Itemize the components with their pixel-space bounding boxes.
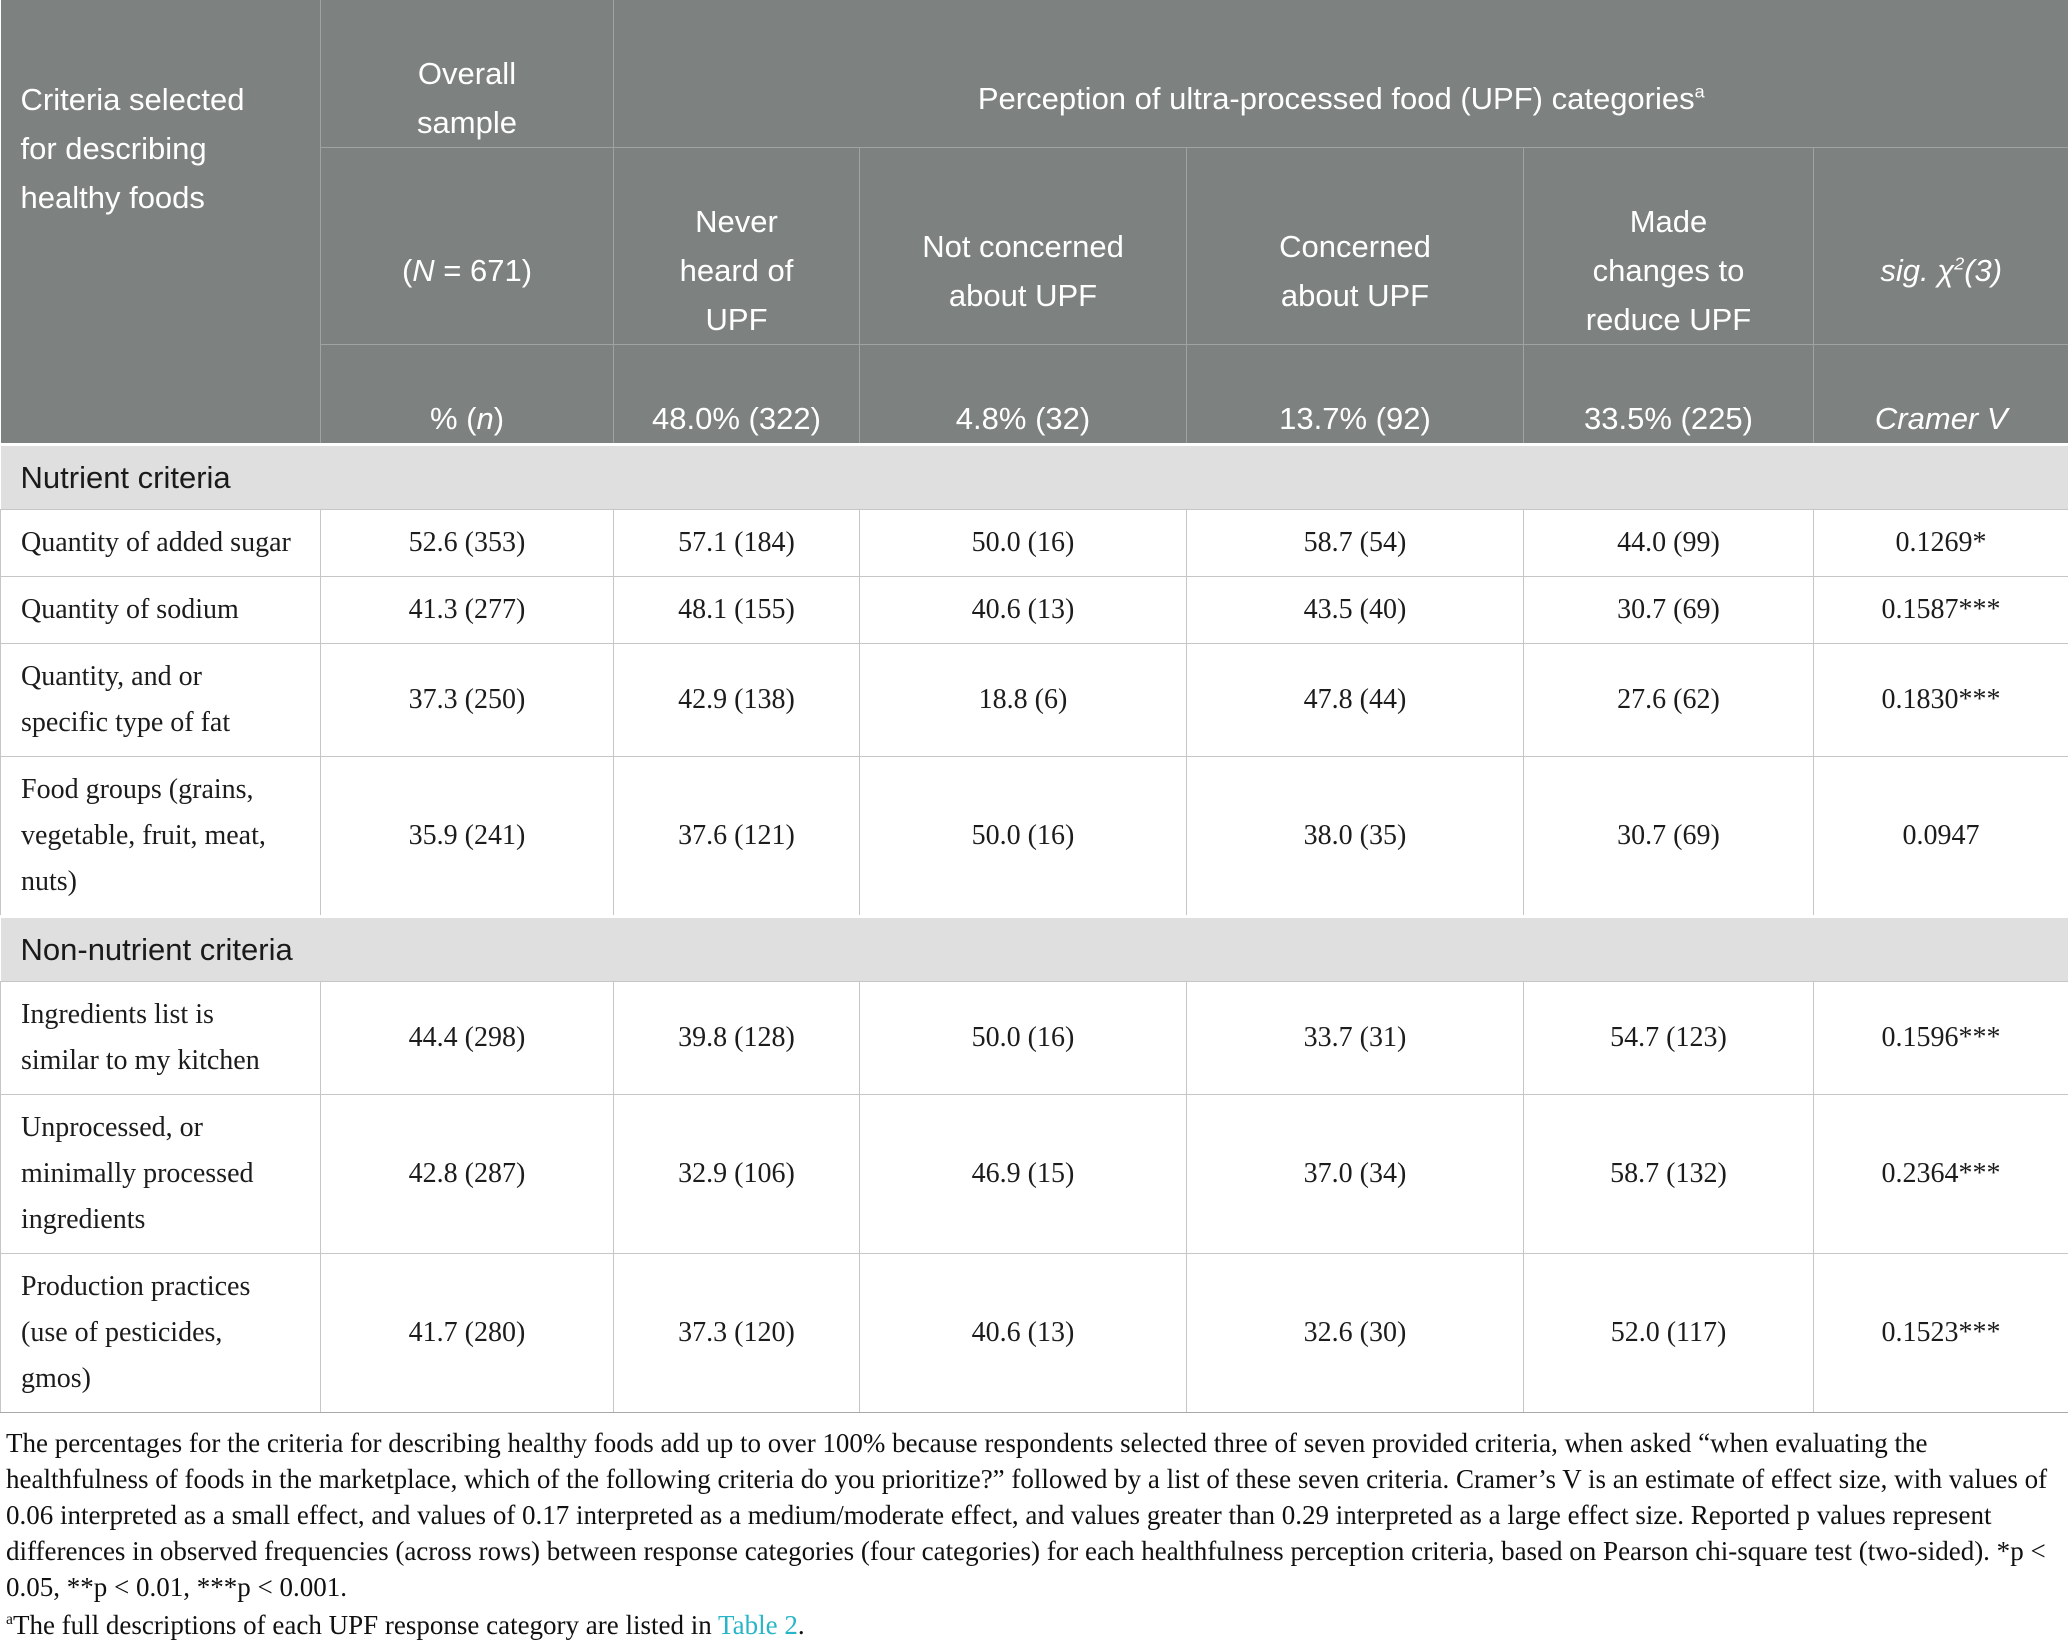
cell-value: 42.8 (287) xyxy=(321,1095,614,1254)
section-title: Nutrient criteria xyxy=(1,445,2068,510)
cell-value: 48.1 (155) xyxy=(614,577,860,644)
cell-value: 30.7 (69) xyxy=(1524,577,1814,644)
cell-value: 0.1523*** xyxy=(1814,1254,2068,1413)
cell-value: 0.1587*** xyxy=(1814,577,2068,644)
cell-value: 40.6 (13) xyxy=(860,577,1187,644)
subheader-cramer-v: Cramer V xyxy=(1814,345,2068,445)
table-row: Unprocessed, or minimally processed ingr… xyxy=(1,1095,2068,1254)
column-header-sig-chi-square: sig. χ2(3) xyxy=(1814,148,2068,345)
table-header: Criteria selected for describing healthy… xyxy=(1,0,2068,445)
cell-value: 38.0 (35) xyxy=(1187,757,1524,917)
row-label: Food groups (grains, vegetable, fruit, m… xyxy=(1,757,321,917)
cell-value: 52.0 (117) xyxy=(1524,1254,1814,1413)
chi-symbol: χ xyxy=(1937,253,1954,288)
cell-value: 39.8 (128) xyxy=(614,982,860,1095)
cell-value: 50.0 (16) xyxy=(860,982,1187,1095)
cell-value: 40.6 (13) xyxy=(860,1254,1187,1413)
row-label: Quantity of added sugar xyxy=(1,510,321,577)
section-title: Non-nutrient criteria xyxy=(1,917,2068,982)
row-label: Production practices (use of pesticides,… xyxy=(1,1254,321,1413)
cell-value: 37.3 (120) xyxy=(614,1254,860,1413)
cell-value: 50.0 (16) xyxy=(860,757,1187,917)
cell-value: 41.3 (277) xyxy=(321,577,614,644)
table-row: Food groups (grains, vegetable, fruit, m… xyxy=(1,757,2068,917)
cell-value: 50.0 (16) xyxy=(860,510,1187,577)
footnote-marker-a: a xyxy=(1695,81,1705,101)
section-header-row: Non-nutrient criteria xyxy=(1,917,2068,982)
cell-value: 37.0 (34) xyxy=(1187,1095,1524,1254)
cell-value: 18.8 (6) xyxy=(860,644,1187,757)
footnote-main: The percentages for the criteria for des… xyxy=(6,1425,2060,1605)
footnote-a-marker: a xyxy=(6,1611,13,1628)
cell-value: 0.1596*** xyxy=(1814,982,2068,1095)
cell-value: 52.6 (353) xyxy=(321,510,614,577)
column-group-header-perception: Perception of ultra-processed food (UPF)… xyxy=(614,0,2068,148)
column-header-never-heard: Never heard of UPF xyxy=(614,148,860,345)
table-row: Ingredients list is similar to my kitche… xyxy=(1,982,2068,1095)
cell-value: 37.6 (121) xyxy=(614,757,860,917)
cell-value: 0.1830*** xyxy=(1814,644,2068,757)
cell-value: 47.8 (44) xyxy=(1187,644,1524,757)
cell-value: 44.0 (99) xyxy=(1524,510,1814,577)
row-label: Quantity, and or specific type of fat xyxy=(1,644,321,757)
cell-value: 0.1269* xyxy=(1814,510,2068,577)
table-footnotes: The percentages for the criteria for des… xyxy=(0,1413,2068,1643)
cell-value: 32.6 (30) xyxy=(1187,1254,1524,1413)
column-header-overall-sample: Overall sample xyxy=(321,0,614,148)
cell-value: 42.9 (138) xyxy=(614,644,860,757)
cell-value: 0.2364*** xyxy=(1814,1095,2068,1254)
subheader-value-never-heard: 48.0% (322) xyxy=(614,345,860,445)
subheader-value-concerned: 13.7% (92) xyxy=(1187,345,1524,445)
results-table: Criteria selected for describing healthy… xyxy=(0,0,2068,1413)
column-header-n: (N = 671) xyxy=(321,148,614,345)
cell-value: 41.7 (280) xyxy=(321,1254,614,1413)
table2-link[interactable]: Table 2 xyxy=(718,1610,798,1640)
cell-value: 27.6 (62) xyxy=(1524,644,1814,757)
cell-value: 35.9 (241) xyxy=(321,757,614,917)
subheader-value-made-changes: 33.5% (225) xyxy=(1524,345,1814,445)
cell-value: 57.1 (184) xyxy=(614,510,860,577)
cell-value: 30.7 (69) xyxy=(1524,757,1814,917)
cell-value: 37.3 (250) xyxy=(321,644,614,757)
column-header-criteria: Criteria selected for describing healthy… xyxy=(1,0,321,445)
column-header-concerned: Concerned about UPF xyxy=(1187,148,1524,345)
column-header-made-changes: Made changes to reduce UPF xyxy=(1524,148,1814,345)
section-header-row: Nutrient criteria xyxy=(1,445,2068,510)
row-label: Quantity of sodium xyxy=(1,577,321,644)
footnote-a: aThe full descriptions of each UPF respo… xyxy=(6,1607,2060,1643)
cell-value: 46.9 (15) xyxy=(860,1095,1187,1254)
subheader-percent-n: % (n) xyxy=(321,345,614,445)
cell-value: 32.9 (106) xyxy=(614,1095,860,1254)
cell-value: 43.5 (40) xyxy=(1187,577,1524,644)
row-label: Ingredients list is similar to my kitche… xyxy=(1,982,321,1095)
column-header-not-concerned: Not concerned about UPF xyxy=(860,148,1187,345)
cell-value: 58.7 (54) xyxy=(1187,510,1524,577)
cell-value: 33.7 (31) xyxy=(1187,982,1524,1095)
cell-value: 54.7 (123) xyxy=(1524,982,1814,1095)
row-label: Unprocessed, or minimally processed ingr… xyxy=(1,1095,321,1254)
cell-value: 44.4 (298) xyxy=(321,982,614,1095)
table-row: Production practices (use of pesticides,… xyxy=(1,1254,2068,1413)
column-header-criteria-label: Criteria selected for describing healthy… xyxy=(21,82,245,215)
cell-value: 0.0947 xyxy=(1814,757,2068,917)
subheader-value-not-concerned: 4.8% (32) xyxy=(860,345,1187,445)
cell-value: 58.7 (132) xyxy=(1524,1095,1814,1254)
